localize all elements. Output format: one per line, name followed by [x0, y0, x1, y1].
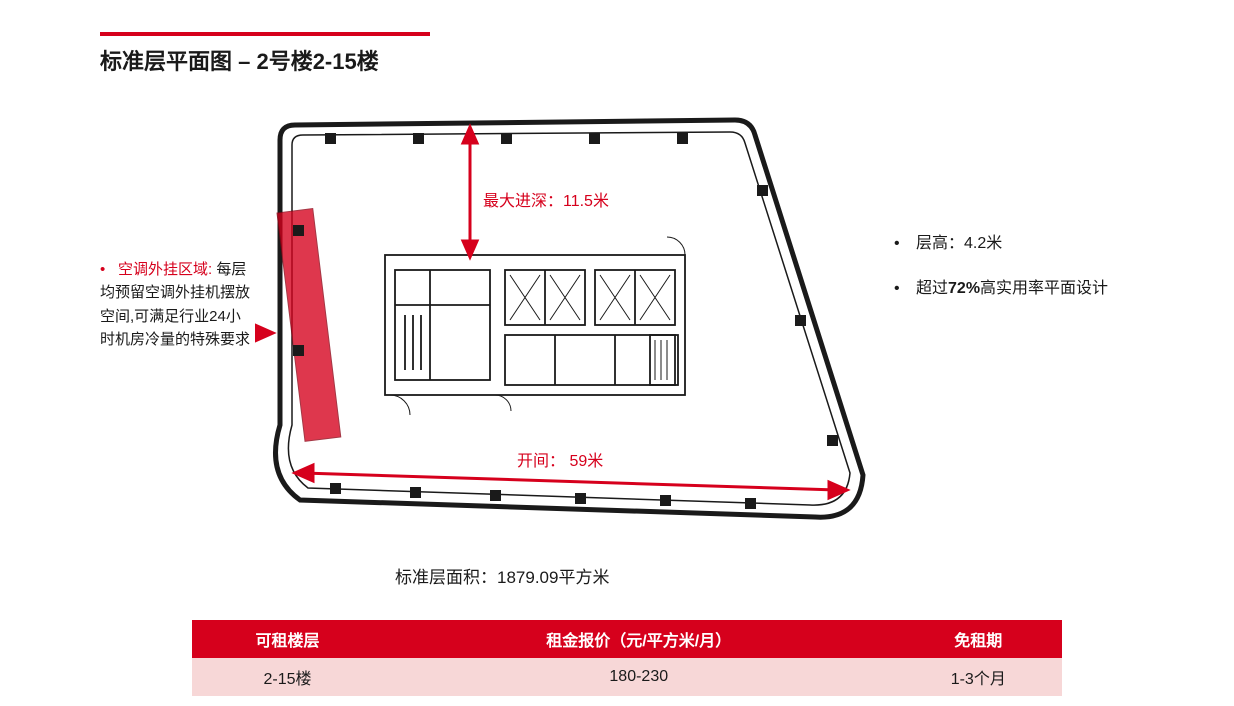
spec-row-efficiency: • 超过72%高实用率平面设计 — [894, 267, 1164, 312]
bullet-icon: • — [894, 267, 916, 312]
ac-zone-label: 空调外挂区域: — [118, 261, 212, 278]
page-title: 标准层平面图 – 2号楼2-15楼 — [100, 36, 430, 76]
cell-rent: 180-230 — [383, 658, 895, 696]
table-row: 2-15楼 180-230 1-3个月 — [192, 658, 1062, 696]
col-free-period: 免租期 — [895, 620, 1062, 658]
depth-arrow — [463, 127, 477, 257]
col-rent: 租金报价（元/平方米/月） — [383, 620, 895, 658]
cell-floors: 2-15楼 — [192, 658, 383, 696]
cell-free-period: 1-3个月 — [895, 658, 1062, 696]
area-label: 标准层面积：1879.09平方米 — [395, 563, 609, 588]
spec-text: 高实用率平面设计 — [980, 280, 1108, 297]
spec-bold: 72% — [948, 280, 980, 297]
spec-row-height: • 层高：4.2米 — [894, 222, 1164, 267]
depth-label: 最大进深：11.5米 — [483, 187, 609, 211]
core — [385, 237, 685, 415]
spec-text: 4.2米 — [964, 235, 1002, 252]
bullet-icon: • — [100, 258, 118, 281]
spec-text: 超过 — [916, 280, 948, 297]
pricing-table: 可租楼层 租金报价（元/平方米/月） 免租期 2-15楼 180-230 1-3… — [192, 620, 1062, 696]
bullet-icon: • — [894, 222, 916, 267]
width-label: 开间： 59米 — [517, 447, 603, 471]
spec-bullets: • 层高：4.2米 • 超过72%高实用率平面设计 — [894, 222, 1164, 312]
spec-text: 层高： — [916, 235, 964, 252]
col-floors: 可租楼层 — [192, 620, 383, 658]
floorplan: 最大进深：11.5米 开间： 59米 — [255, 95, 875, 525]
table-header-row: 可租楼层 租金报价（元/平方米/月） 免租期 — [192, 620, 1062, 658]
ac-pointer-arrow — [255, 325, 273, 341]
ac-zone-note: •空调外挂区域: 每层均预留空调外挂机摆放空间,可满足行业24小时机房冷量的特殊… — [100, 258, 255, 351]
title-bar: 标准层平面图 – 2号楼2-15楼 — [100, 32, 430, 76]
ac-zone — [277, 209, 341, 442]
